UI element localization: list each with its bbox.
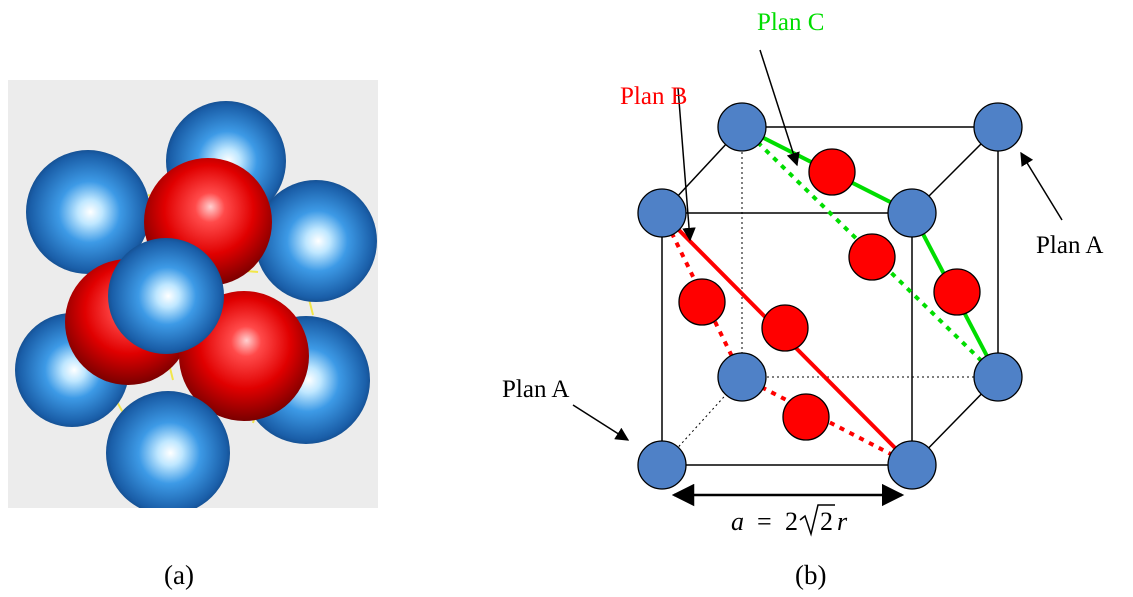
blue-atom [637, 440, 687, 490]
red-atom [761, 304, 809, 352]
red-atom [782, 393, 830, 441]
sqrt-symbol [799, 504, 835, 537]
fcc-3d-model-panel [8, 80, 378, 515]
formula-radicand: 2 [820, 507, 833, 536]
red-atom [678, 278, 726, 326]
caption-b: (b) [795, 560, 827, 590]
plan-b-label: Plan B [620, 83, 687, 110]
hidden-edges [661, 127, 998, 466]
lattice-formula: a = 2 2 r [731, 504, 848, 537]
formula-equals: = [757, 507, 772, 536]
plan-c-label: Plan C [757, 9, 824, 36]
red-atom [808, 148, 856, 196]
face-center-atoms [678, 148, 981, 441]
formula-coefficient: 2 [785, 507, 798, 536]
caption-a: (a) [164, 560, 194, 590]
atom-blue [108, 238, 224, 354]
plan-a-label-left: Plan A [502, 376, 569, 403]
blue-atom [887, 440, 937, 490]
blue-atom [887, 188, 937, 238]
formula-lhs: a [731, 507, 744, 536]
annotation-arrows [572, 49, 1063, 441]
fcc-3d-model [15, 101, 377, 515]
plan-a-label-right: Plan A [1036, 232, 1103, 259]
blue-atom [973, 352, 1023, 402]
red-atom [933, 268, 981, 316]
blue-atom [637, 188, 687, 238]
blue-atom [717, 102, 767, 152]
atom-blue [26, 150, 150, 274]
red-atom [848, 233, 896, 281]
blue-atom [973, 102, 1023, 152]
formula-variable: r [837, 507, 848, 536]
corner-atoms [637, 102, 1023, 490]
atom-blue [106, 391, 230, 515]
blue-atom [717, 352, 767, 402]
atom-blue [255, 180, 377, 302]
